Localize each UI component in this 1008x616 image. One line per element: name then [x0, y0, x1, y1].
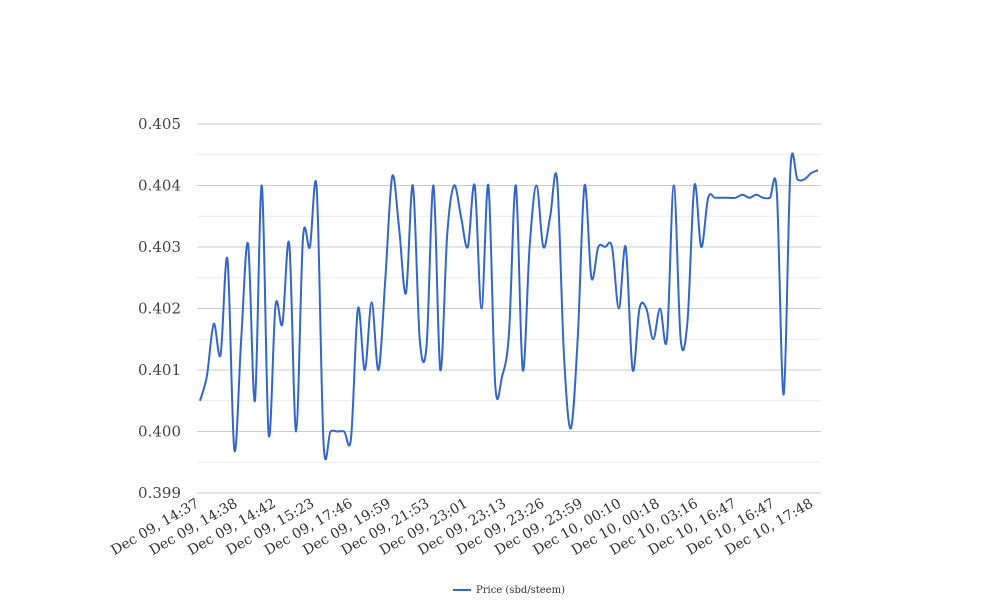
- y-tick-label: 0.403: [138, 238, 181, 256]
- grid-lines: [197, 123, 821, 494]
- legend-label-price: Price (sbd/steem): [476, 585, 565, 596]
- y-tick-label: 0.400: [138, 423, 181, 441]
- y-axis-tick-labels: 0.399 0.400 0.401 0.402 0.403 0.404 0.405: [138, 115, 181, 502]
- legend: Price (sbd/steem): [453, 585, 565, 596]
- y-tick-label: 0.404: [138, 177, 181, 195]
- series-line-price: [199, 152, 819, 461]
- y-tick-label: 0.405: [138, 115, 181, 133]
- y-tick-label: 0.399: [138, 484, 181, 502]
- series-layer: [199, 152, 819, 461]
- y-tick-label: 0.402: [138, 300, 181, 318]
- y-tick-label: 0.401: [138, 361, 181, 379]
